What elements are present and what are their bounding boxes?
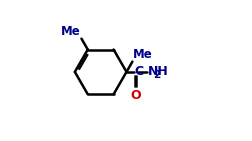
Text: C: C <box>134 65 143 78</box>
Text: NH: NH <box>147 65 168 78</box>
Text: Me: Me <box>133 48 152 61</box>
Text: 2: 2 <box>153 70 160 80</box>
Text: Me: Me <box>61 25 80 38</box>
Text: O: O <box>130 89 140 102</box>
